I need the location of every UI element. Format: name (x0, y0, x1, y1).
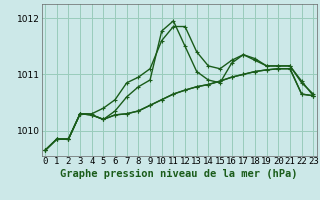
X-axis label: Graphe pression niveau de la mer (hPa): Graphe pression niveau de la mer (hPa) (60, 169, 298, 179)
